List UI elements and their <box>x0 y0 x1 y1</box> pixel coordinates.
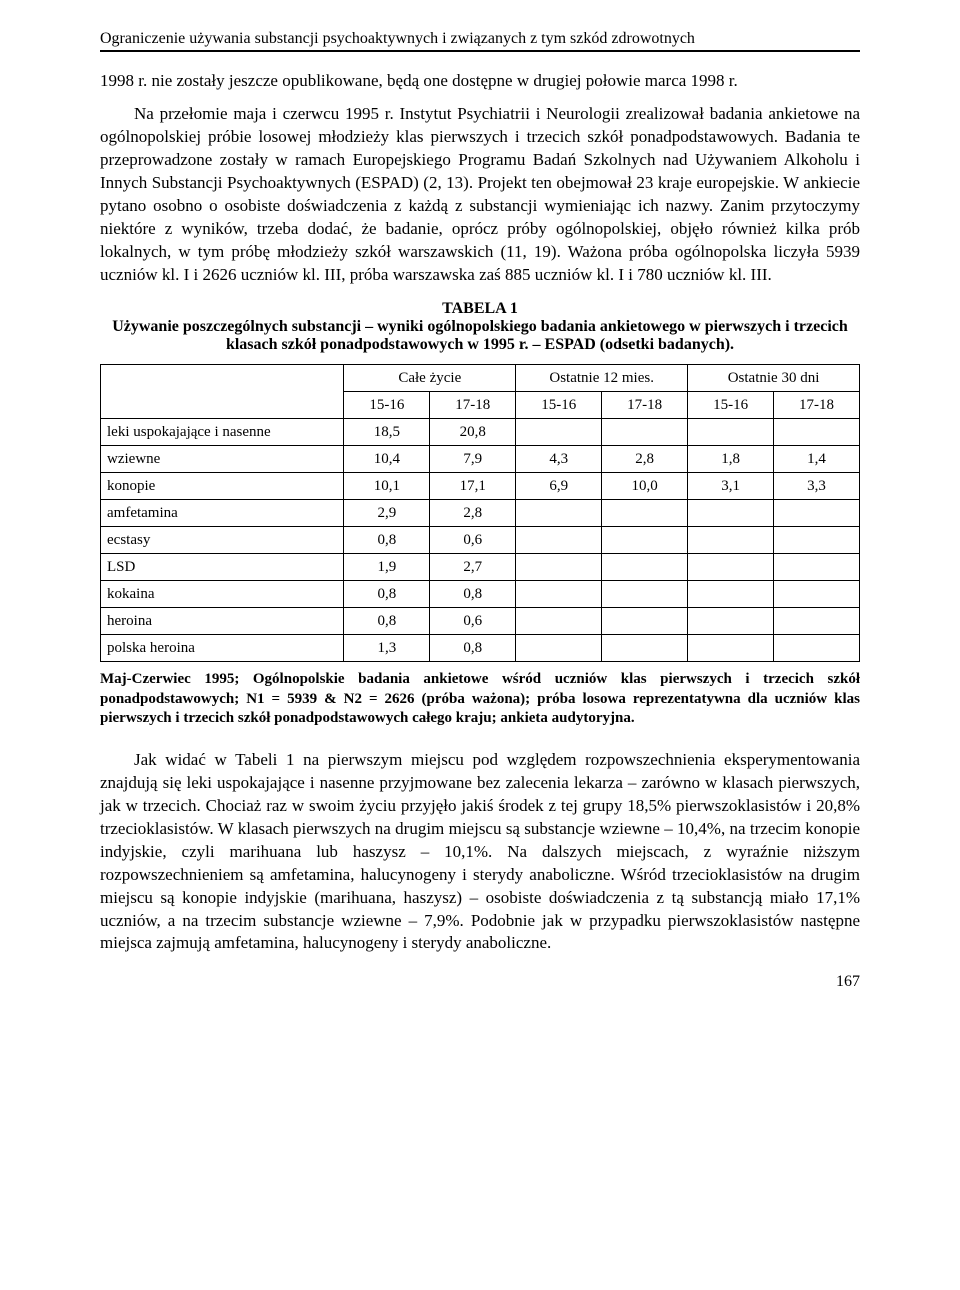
page-number: 167 <box>100 973 860 991</box>
table-label: TABELA 1 <box>100 300 860 318</box>
table-cell: 6,9 <box>516 473 602 500</box>
table-cell <box>774 500 860 527</box>
table-cell <box>602 635 688 662</box>
table-cell: 0,8 <box>344 581 430 608</box>
data-table: Całe życie Ostatnie 12 mies. Ostatnie 30… <box>100 364 860 662</box>
table-sub-header: 15-16 <box>688 392 774 419</box>
table-row: leki uspokajające i nasenne18,520,8 <box>101 419 860 446</box>
body-paragraph: 1998 r. nie zostały jeszcze opublikowane… <box>100 70 860 93</box>
table-sub-header: 17-18 <box>602 392 688 419</box>
table-cell: 2,9 <box>344 500 430 527</box>
table-group-header: Ostatnie 12 mies. <box>516 365 688 392</box>
table-cell: 7,9 <box>430 446 516 473</box>
table-cell: 20,8 <box>430 419 516 446</box>
table-cell: 4,3 <box>516 446 602 473</box>
table-cell <box>602 419 688 446</box>
table-cell <box>516 635 602 662</box>
table-cell: 0,8 <box>344 527 430 554</box>
page-container: Ograniczenie używania substancji psychoa… <box>0 0 960 1290</box>
table-cell <box>516 608 602 635</box>
table-row: konopie10,117,16,910,03,13,3 <box>101 473 860 500</box>
table-cell <box>774 527 860 554</box>
table-cell <box>602 527 688 554</box>
table-cell <box>602 500 688 527</box>
table-cell: 2,7 <box>430 554 516 581</box>
table-sub-header: 15-16 <box>344 392 430 419</box>
table-cell <box>688 581 774 608</box>
table-row: polska heroina1,30,8 <box>101 635 860 662</box>
table-cell <box>602 608 688 635</box>
table-row-label: wziewne <box>101 446 344 473</box>
table-cell <box>516 581 602 608</box>
table-row-label: ecstasy <box>101 527 344 554</box>
table-cell: 10,0 <box>602 473 688 500</box>
table-row-label: kokaina <box>101 581 344 608</box>
table-cell <box>688 635 774 662</box>
table-row-label: leki uspokajające i nasenne <box>101 419 344 446</box>
table-cell <box>774 608 860 635</box>
table-cell: 10,4 <box>344 446 430 473</box>
table-cell <box>688 608 774 635</box>
table-group-header: Całe życie <box>344 365 516 392</box>
table-sub-header: 17-18 <box>774 392 860 419</box>
table-cell: 18,5 <box>344 419 430 446</box>
table-row: heroina0,80,6 <box>101 608 860 635</box>
table-cell: 0,8 <box>430 581 516 608</box>
table-cell: 2,8 <box>430 500 516 527</box>
table-row-label: konopie <box>101 473 344 500</box>
table-row: kokaina0,80,8 <box>101 581 860 608</box>
table-cell: 1,4 <box>774 446 860 473</box>
table-cell: 3,3 <box>774 473 860 500</box>
running-head: Ograniczenie używania substancji psychoa… <box>100 30 860 52</box>
table-cell <box>602 554 688 581</box>
table-cell <box>688 554 774 581</box>
table-cell <box>516 554 602 581</box>
table-row-label: LSD <box>101 554 344 581</box>
table-cell: 10,1 <box>344 473 430 500</box>
table-cell <box>774 554 860 581</box>
table-row-label: amfetamina <box>101 500 344 527</box>
table-cell: 2,8 <box>602 446 688 473</box>
table-cell <box>774 419 860 446</box>
table-cell <box>516 527 602 554</box>
table-cell: 1,3 <box>344 635 430 662</box>
table-row-label: heroina <box>101 608 344 635</box>
table-cell <box>774 581 860 608</box>
table-cell: 0,8 <box>344 608 430 635</box>
table-footnote: Maj-Czerwiec 1995; Ogólnopolskie badania… <box>100 670 860 729</box>
table-cell: 1,8 <box>688 446 774 473</box>
table-body: leki uspokajające i nasenne18,520,8wziew… <box>101 419 860 662</box>
table-sub-header: 17-18 <box>430 392 516 419</box>
table-corner-cell <box>101 365 344 419</box>
table-cell: 1,9 <box>344 554 430 581</box>
table-cell <box>602 581 688 608</box>
table-group-header: Ostatnie 30 dni <box>688 365 860 392</box>
body-paragraph: Jak widać w Tabeli 1 na pierwszym miejsc… <box>100 749 860 955</box>
table-cell: 0,6 <box>430 527 516 554</box>
table-cell <box>688 419 774 446</box>
table-row-label: polska heroina <box>101 635 344 662</box>
table-head: Całe życie Ostatnie 12 mies. Ostatnie 30… <box>101 365 860 419</box>
table-cell <box>774 635 860 662</box>
table-cell: 3,1 <box>688 473 774 500</box>
table-row: LSD1,92,7 <box>101 554 860 581</box>
table-row: Całe życie Ostatnie 12 mies. Ostatnie 30… <box>101 365 860 392</box>
table-row: wziewne10,47,94,32,81,81,4 <box>101 446 860 473</box>
table-row: ecstasy0,80,6 <box>101 527 860 554</box>
table-cell <box>516 500 602 527</box>
body-paragraph: Na przełomie maja i czerwcu 1995 r. Inst… <box>100 103 860 287</box>
table-sub-header: 15-16 <box>516 392 602 419</box>
table-caption: TABELA 1 Używanie poszczególnych substan… <box>100 300 860 354</box>
table-caption-text: Używanie poszczególnych substancji – wyn… <box>100 318 860 354</box>
table-cell <box>688 500 774 527</box>
table-cell: 0,8 <box>430 635 516 662</box>
table-cell <box>516 419 602 446</box>
table-cell <box>688 527 774 554</box>
table-cell: 0,6 <box>430 608 516 635</box>
table-row: amfetamina2,92,8 <box>101 500 860 527</box>
table-cell: 17,1 <box>430 473 516 500</box>
